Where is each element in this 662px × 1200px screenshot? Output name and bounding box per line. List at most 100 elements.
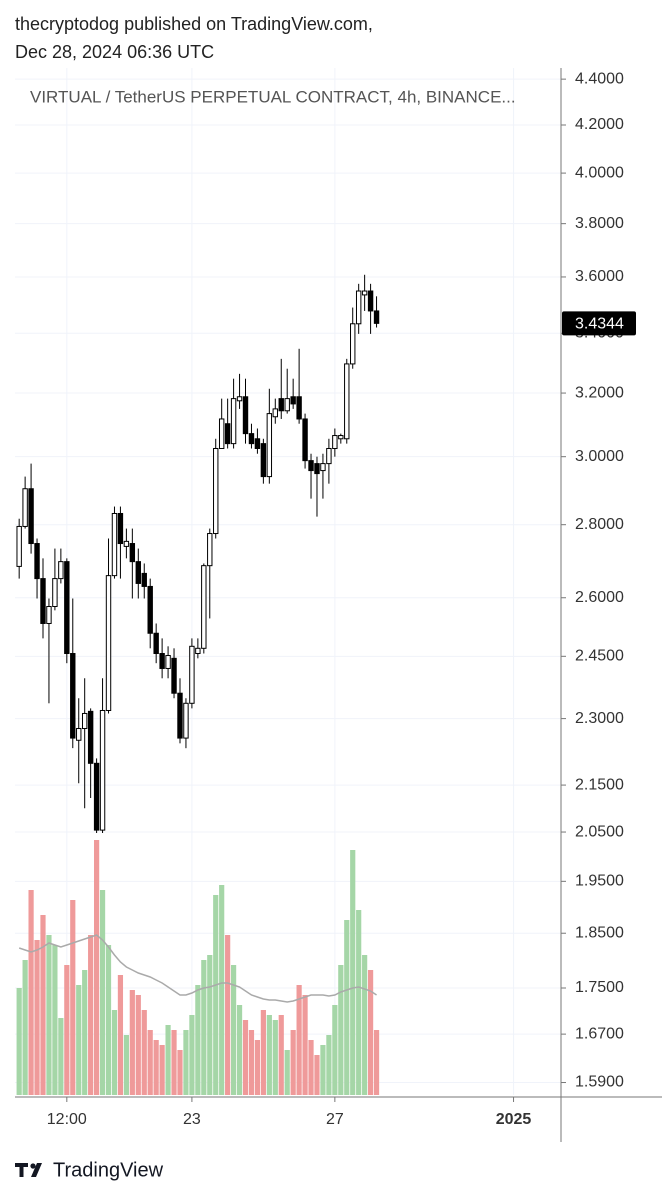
candle-body: [34, 543, 40, 580]
volume-bar: [278, 1015, 284, 1095]
candle-body: [111, 512, 118, 577]
candle-body: [16, 525, 22, 567]
candle-body: [350, 323, 356, 365]
candle-body: [296, 396, 302, 420]
candle-body: [177, 692, 183, 739]
volume-bar: [34, 940, 40, 1095]
y-tick-label: 4.0000: [575, 164, 624, 181]
volume-bar: [326, 1035, 332, 1095]
candle-body: [129, 543, 136, 563]
candle-body: [201, 565, 207, 649]
candles: [16, 274, 380, 833]
x-tick-label: 12:00: [47, 1111, 87, 1128]
y-tick-label: 1.9500: [575, 873, 624, 890]
volume-bar: [230, 965, 237, 1095]
candle-body: [171, 657, 177, 694]
candle-body: [165, 655, 171, 669]
candle-body: [213, 447, 219, 535]
volume-bar: [332, 1005, 338, 1095]
chart-title: VIRTUAL / TetherUS PERPETUAL CONTRACT, 4…: [30, 87, 516, 106]
candle-body: [373, 310, 380, 324]
axes: 4.40004.20004.00003.80003.60003.40003.20…: [47, 70, 636, 1128]
volume-bar: [338, 965, 344, 1095]
volume-bar: [76, 985, 82, 1095]
candle-body: [87, 710, 94, 764]
candle-body: [117, 512, 124, 545]
volume-bar: [236, 1005, 243, 1095]
candle-body: [344, 363, 350, 440]
x-tick-label: 2025: [496, 1111, 532, 1128]
logo-icon: [30, 1163, 36, 1169]
volume-bar: [272, 1020, 278, 1095]
volume-bar: [165, 1025, 171, 1095]
volume-bar: [320, 1045, 326, 1095]
y-tick-label: 2.1500: [575, 776, 624, 793]
candle-body: [290, 396, 296, 405]
y-tick-label: 3.0000: [575, 448, 624, 465]
candle-body: [230, 398, 237, 445]
volume-bar: [88, 935, 94, 1095]
y-tick-label: 3.2000: [575, 384, 624, 401]
volume-bar: [70, 900, 76, 1095]
candle-body: [22, 488, 28, 527]
volume-bar: [296, 985, 302, 1095]
volume-bar: [183, 1030, 189, 1095]
candle-body: [338, 435, 344, 440]
volume-bar: [147, 1030, 153, 1095]
logo-icon: [15, 1163, 28, 1177]
candle-body: [302, 418, 308, 462]
volume-bar: [16, 988, 22, 1095]
candle-body: [314, 463, 320, 475]
candle-body: [81, 712, 88, 730]
last-price-label: 3.4344: [575, 316, 624, 333]
volume-bar: [52, 945, 58, 1095]
volume-ma-line: [18, 934, 377, 1003]
candle-body: [183, 702, 189, 739]
y-tick-label: 1.5900: [575, 1074, 624, 1091]
candle-body: [93, 762, 100, 831]
candle-body: [28, 488, 34, 545]
candle-body: [195, 647, 201, 655]
volume-bar: [290, 1030, 296, 1095]
candle-body: [332, 435, 338, 449]
volume-bar: [242, 1020, 249, 1095]
y-tick-label: 1.6700: [575, 1025, 624, 1042]
volume-bar: [373, 1030, 380, 1095]
volume-bar: [123, 1035, 129, 1095]
candle-body: [46, 606, 52, 624]
candle-body: [260, 443, 267, 478]
volume-bar: [213, 895, 219, 1095]
volume-bar: [159, 1045, 165, 1095]
candle-body: [272, 408, 278, 418]
candle-body: [224, 423, 231, 445]
x-tick-label: 27: [326, 1111, 344, 1128]
volume-bar: [64, 965, 70, 1095]
y-tick-label: 2.0500: [575, 823, 624, 840]
candle-body: [361, 290, 368, 296]
candle-body: [266, 413, 273, 478]
candle-body: [40, 578, 46, 624]
volume-bar: [356, 910, 362, 1095]
volume-bar: [153, 1040, 159, 1095]
candle-body: [248, 433, 255, 445]
volume-bar: [171, 1030, 177, 1095]
candle-body: [147, 585, 153, 634]
volume-bar: [367, 970, 374, 1095]
candle-body: [105, 575, 112, 711]
volume-bar: [344, 920, 350, 1095]
y-tick-label: 1.7500: [575, 979, 624, 996]
volume-bar: [225, 935, 231, 1095]
logo: TradingView: [15, 1159, 164, 1181]
volume-bar: [94, 840, 100, 1095]
y-tick-label: 3.6000: [575, 268, 624, 285]
x-tick-label: 23: [183, 1111, 201, 1128]
candle-body: [123, 540, 130, 547]
volume-bar: [314, 1055, 320, 1095]
candle-body: [236, 396, 243, 402]
volume-bar: [266, 1015, 272, 1095]
candle-body: [58, 561, 64, 580]
volume-bar: [254, 1040, 261, 1095]
volume-bar: [201, 960, 207, 1095]
